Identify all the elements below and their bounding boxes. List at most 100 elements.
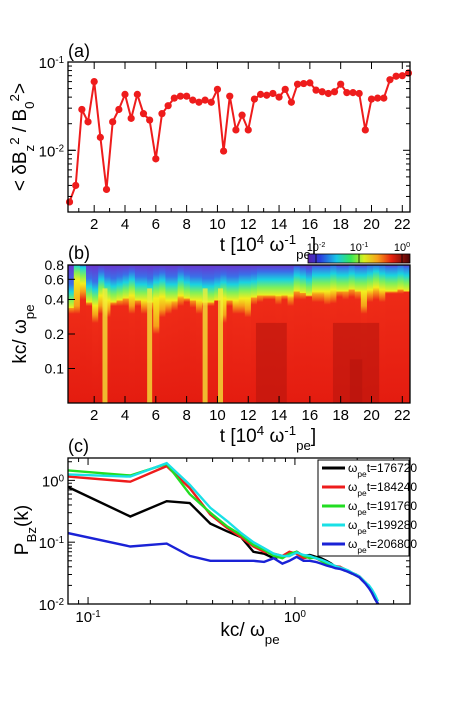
x-axis-label-part: pe (296, 438, 311, 453)
heatmap-column (305, 265, 313, 403)
heatmap-column (226, 265, 234, 403)
y-axis-label-part: P (12, 543, 33, 556)
data-point (183, 92, 191, 100)
data-point (96, 133, 104, 141)
y-tick-label-exp: -2 (55, 597, 64, 608)
data-point (213, 85, 222, 93)
heatmap-streak (147, 288, 153, 403)
data-point (256, 90, 265, 98)
legend-label: ωpet=191760 (348, 499, 417, 517)
heatmap-column (287, 265, 295, 403)
data-point (380, 94, 388, 102)
heatmap-column (214, 265, 221, 403)
heatmap-column (140, 265, 148, 403)
data-point (238, 111, 246, 119)
x-axis-label-part: ω (264, 426, 284, 447)
heatmap-column (98, 265, 105, 403)
heatmap-column (397, 265, 405, 403)
y-tick-label-base: 10 (39, 143, 56, 160)
x-tick-label: 22 (394, 216, 411, 233)
y-tick-label: 10-1 (39, 55, 64, 73)
heatmap-column (183, 265, 191, 403)
heatmap-column (92, 265, 99, 403)
colorbar-tick-label-base: 10 (394, 242, 406, 254)
data-point (78, 105, 86, 114)
heatmap-column (403, 265, 410, 403)
y-tick-label-exp: 0 (59, 473, 65, 484)
data-point (275, 93, 283, 101)
x-axis-label-part: 4 (257, 232, 264, 247)
data-point (189, 96, 197, 104)
data-point (84, 118, 92, 126)
legend-label-part: t=176720 (367, 461, 418, 475)
colorbar-tick-label-exp: -2 (319, 241, 325, 249)
x-tick-label: 10-1 (75, 609, 100, 627)
heatmap-column (232, 265, 240, 403)
heatmap-column (244, 265, 252, 403)
x-axis-label-part: t [10 (220, 426, 257, 447)
heatmap-column (379, 265, 386, 403)
data-point (133, 90, 141, 98)
x-axis-label-part: pe (265, 632, 280, 647)
data-point (176, 92, 185, 100)
data-point (170, 94, 178, 102)
data-point (293, 80, 302, 88)
y-axis-label-part: kc/ ω (10, 319, 31, 364)
y-tick-label: 10-2 (39, 597, 64, 615)
plot-frame (67, 457, 411, 605)
x-axis-label: kc/ ωpe (220, 620, 279, 647)
x-tick-label: 12 (240, 216, 257, 233)
y-axis-label-part: pe (22, 304, 37, 319)
heatmap-column (250, 265, 258, 403)
x-axis-label: t [104 ω-1pe] (220, 423, 316, 453)
data-point (65, 198, 74, 206)
x-tick-label: 14 (271, 216, 288, 233)
data-point (398, 72, 406, 80)
heatmap-column (116, 265, 124, 403)
heatmap-column (324, 265, 331, 403)
legend-label-part: t=199280 (367, 518, 418, 532)
colorbar-tick-label-exp: -1 (362, 241, 368, 249)
heatmap-column (128, 265, 136, 403)
legend-label: ωpet=176720 (348, 461, 417, 479)
legend-label-part: ω (348, 499, 357, 513)
x-axis-label-part: t [10 (220, 235, 257, 256)
x-axis-label-part: -1 (284, 423, 296, 438)
plot-frame (67, 61, 411, 213)
data-point (219, 147, 228, 155)
heatmap-column (171, 265, 179, 403)
data-point (269, 89, 277, 98)
heatmap-column (153, 265, 160, 403)
panel-label: (b) (68, 243, 90, 263)
y-tick-label: 0.4 (45, 292, 65, 308)
y-tick-label-exp: -2 (55, 143, 64, 154)
legend-label: ωpet=184240 (348, 480, 417, 498)
data-point (287, 98, 295, 106)
data-point (392, 72, 400, 80)
x-tick-label: 2 (90, 407, 98, 424)
data-point (109, 118, 117, 126)
data-point (367, 95, 376, 103)
legend-label-part: ω (348, 461, 357, 475)
y-tick-label-base: 10 (39, 535, 56, 552)
y-tick-label-base: 10 (42, 473, 59, 490)
heatmap-column (165, 265, 173, 403)
panel-b: 2 4 6 8 10 12 14 16 18 20 22 0.1 0.2 0.4 0.60.8(b) kc/ … (10, 241, 411, 453)
x-tick-label: 8 (182, 216, 190, 233)
data-point (324, 89, 332, 98)
y-axis-label: kc/ ωpe (10, 304, 37, 363)
heatmap-column (293, 265, 301, 403)
y-axis-label-part: z (22, 145, 37, 152)
data-point (207, 98, 215, 106)
y-tick-label: 0.2 (45, 326, 65, 342)
heatmap-column (391, 265, 399, 403)
y-axis-label-part: < δB (10, 151, 31, 191)
heatmap-column (177, 265, 185, 403)
data-point (139, 110, 148, 118)
y-tick-label: 10-2 (39, 143, 64, 161)
x-tick-label: 16 (302, 407, 319, 424)
data-point (158, 110, 166, 118)
heatmap-column (189, 265, 197, 403)
